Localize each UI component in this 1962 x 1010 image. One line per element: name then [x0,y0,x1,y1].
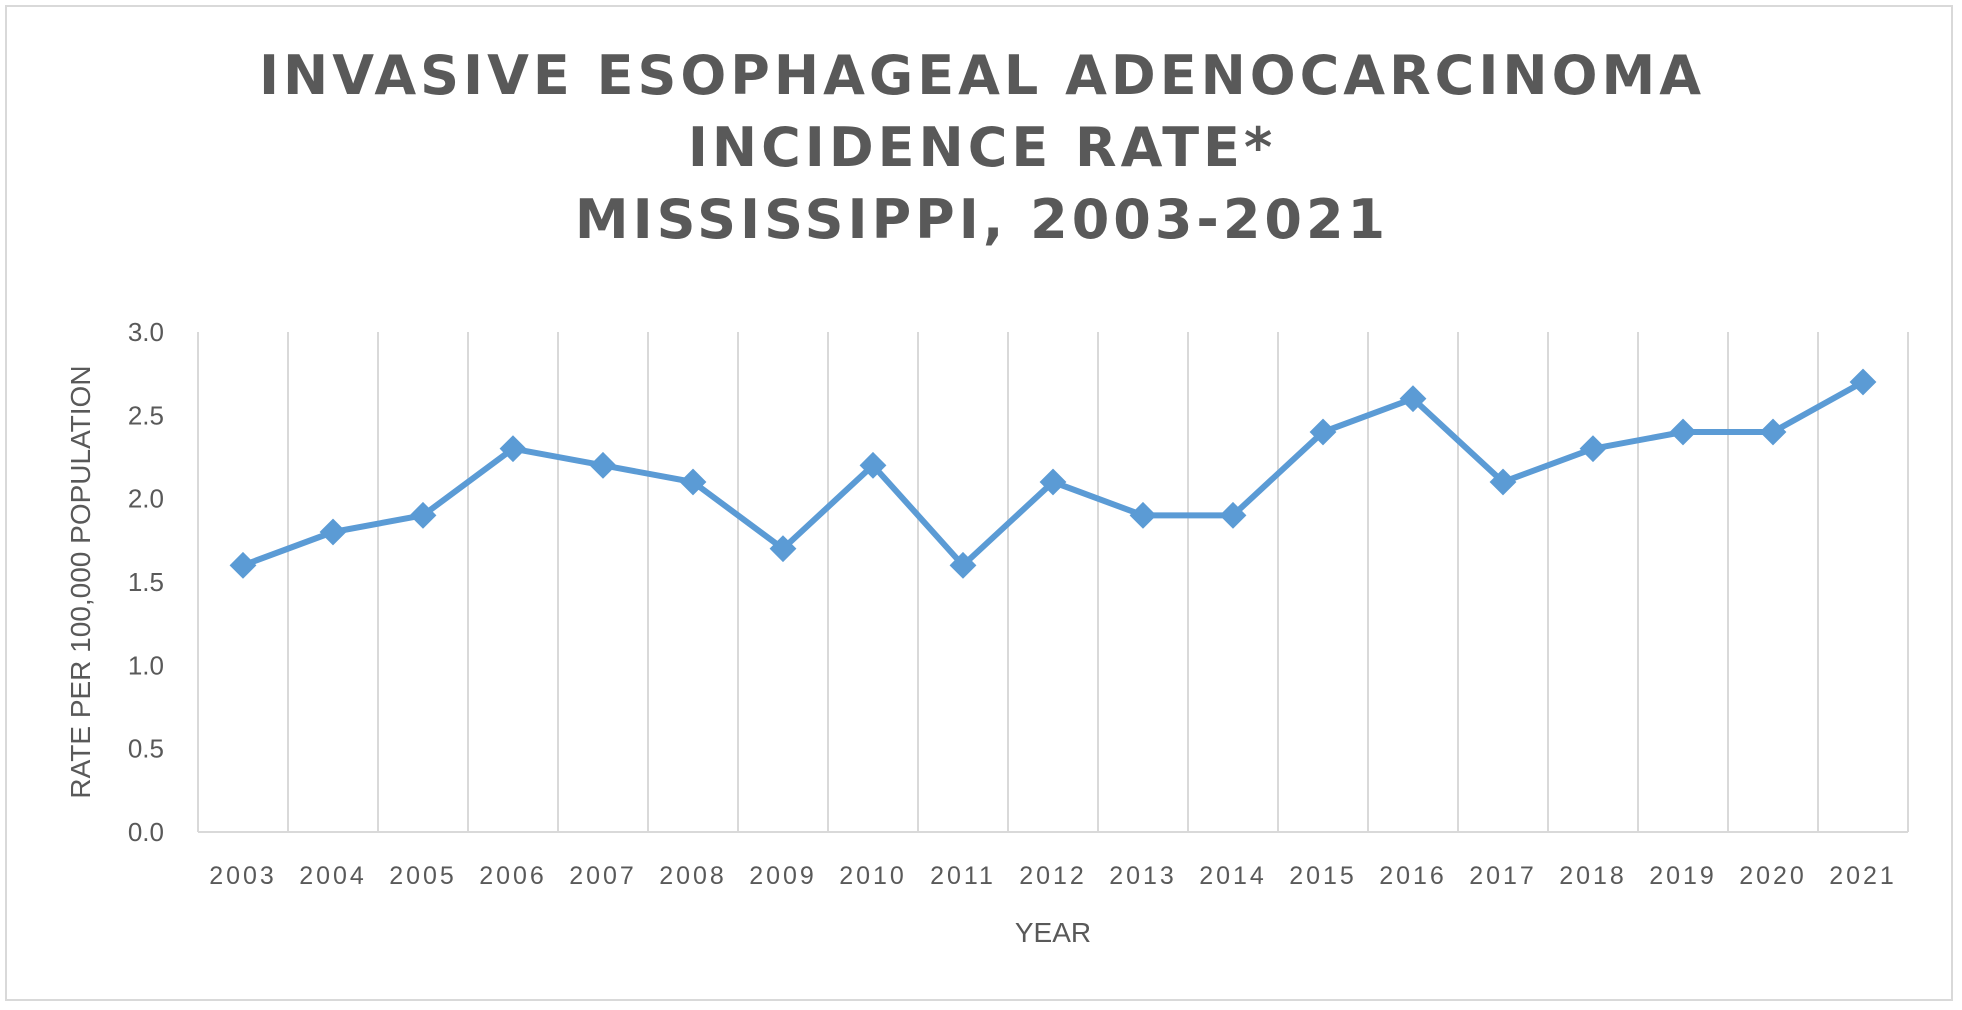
x-tick-label: 2004 [299,862,367,890]
y-axis-ticks: 0.0 0.5 1.0 1.5 2.0 2.5 3.0 [128,317,164,847]
x-tick-label: 2007 [569,862,637,890]
data-point-marker [1219,501,1247,529]
chart-title: INVASIVE ESOPHAGEAL ADENOCARCINOMA INCID… [0,40,1962,256]
data-point-marker [319,518,347,546]
data-point-marker [499,435,527,463]
data-point-marker [679,468,707,496]
data-point-marker [1039,468,1067,496]
x-axis-title: YEAR [1015,917,1091,948]
x-tick-label: 2020 [1739,862,1807,890]
x-tick-label: 2021 [1829,862,1897,890]
x-tick-label: 2008 [659,862,727,890]
data-point-marker [1849,368,1877,396]
x-tick-label: 2014 [1199,862,1267,890]
data-point-marker [1129,501,1157,529]
y-tick-label: 2.0 [128,484,164,514]
x-tick-label: 2009 [749,862,817,890]
data-point-marker [589,451,617,479]
chart-frame [5,5,1953,1001]
chart-title-line-3: MISSISSIPPI, 2003-2021 [574,188,1390,251]
data-point-marker [949,551,977,579]
x-tick-label: 2019 [1649,862,1717,890]
y-tick-label: 2.5 [128,400,164,430]
y-tick-label: 0.0 [128,817,164,847]
data-point-marker [1579,435,1607,463]
chart-title-line-1: INVASIVE ESOPHAGEAL ADENOCARCINOMA [258,44,1706,107]
x-tick-label: 2017 [1469,862,1537,890]
series-markers [229,368,1877,579]
x-tick-label: 2011 [930,862,996,890]
x-tick-label: 2003 [209,862,277,890]
data-point-marker [1309,418,1337,446]
data-point-marker [769,535,797,563]
data-point-marker [409,501,437,529]
data-point-marker [1399,385,1427,413]
y-tick-label: 1.0 [128,650,164,680]
data-point-marker [1489,468,1517,496]
x-tick-label: 2010 [839,862,907,890]
y-tick-label: 3.0 [128,317,164,347]
gridlines [197,332,1909,833]
x-axis-ticks: 2003 2004 2005 2006 2007 2008 2009 2010 2011 2012… [209,862,1897,890]
x-tick-label: 2006 [479,862,547,890]
x-tick-label: 2012 [1019,862,1087,890]
x-tick-label: 2018 [1559,862,1627,890]
chart-title-line-2: INCIDENCE RATE* [687,116,1277,179]
data-point-marker [1669,418,1697,446]
x-tick-label: 2013 [1109,862,1177,890]
data-point-marker [229,551,257,579]
x-tick-label: 2015 [1289,862,1357,890]
data-point-marker [859,451,887,479]
y-axis-title: RATE PER 100,000 POPULATION [65,365,96,798]
data-point-marker [1759,418,1787,446]
x-tick-label: 2005 [389,862,457,890]
x-tick-label: 2016 [1379,862,1447,890]
y-tick-label: 1.5 [128,567,164,597]
y-tick-label: 0.5 [128,734,164,764]
